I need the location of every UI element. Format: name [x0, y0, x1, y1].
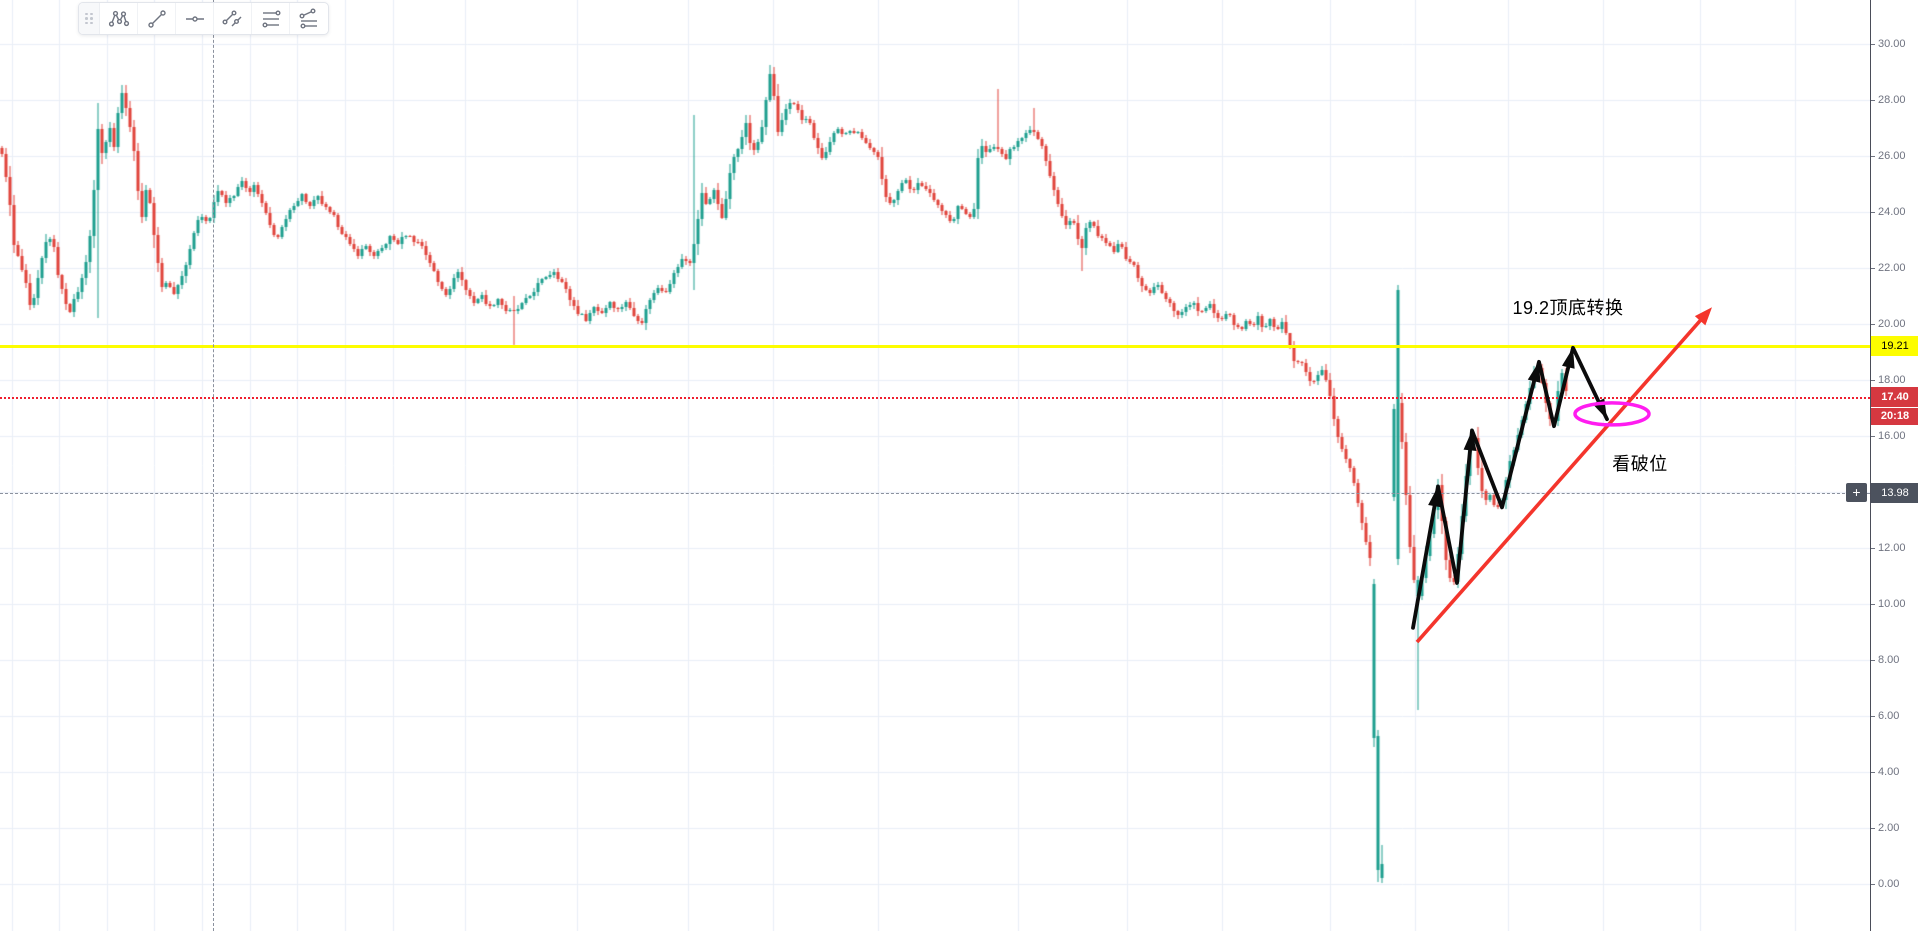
xabcd-pattern-icon[interactable] [100, 3, 138, 34]
annotation-watch-breakdown[interactable]: 看破位 [1612, 453, 1668, 474]
price-chart-canvas[interactable] [0, 0, 1870, 931]
zigzag-arrow-head[interactable] [1527, 361, 1541, 383]
price-tick-label: 18.00 [1871, 372, 1906, 388]
zigzag-annotation[interactable] [1411, 345, 1609, 630]
price-tick-label: 12.00 [1871, 540, 1906, 556]
price-tick-label: 16.00 [1871, 428, 1906, 444]
zigzag-arrow-head[interactable] [1561, 347, 1575, 369]
price-tick-label: 24.00 [1871, 204, 1906, 220]
trend-arrow-head[interactable] [1694, 307, 1712, 326]
trend-line-icon[interactable] [138, 3, 176, 34]
fib-retracement-icon[interactable] [252, 3, 290, 34]
price-tick-label: 28.00 [1871, 92, 1906, 108]
add-alert-plus-button[interactable]: + [1846, 482, 1867, 502]
toolbar-drag-handle-icon[interactable] [79, 3, 100, 34]
price-tick-label: 20.00 [1871, 316, 1906, 332]
drawing-toolbar[interactable] [78, 2, 329, 35]
yellow-line-price-label: 19.21 [1871, 336, 1918, 357]
price-tick-label: 30.00 [1871, 36, 1906, 52]
parallel-channel-icon[interactable] [214, 3, 252, 34]
zigzag-arrow-head[interactable] [1428, 486, 1441, 508]
price-tick-label: 4.00 [1871, 764, 1899, 780]
drawing-overlay[interactable] [0, 0, 1870, 931]
price-tick-label: 0.00 [1871, 876, 1899, 892]
trend-arrow-line[interactable] [1415, 313, 1707, 644]
fib-channel-icon[interactable] [290, 3, 328, 34]
crosshair-vertical-line [213, 0, 214, 931]
price-tick-label: 2.00 [1871, 820, 1899, 836]
current-price-label: 17.40 [1871, 386, 1918, 407]
price-tick-label: 22.00 [1871, 260, 1906, 276]
price-tick-label: 26.00 [1871, 148, 1906, 164]
zigzag-arrow-head[interactable] [1463, 430, 1477, 451]
horizontal-line-icon[interactable] [176, 3, 214, 34]
crosshair-price-label: 13.98 [1871, 482, 1918, 503]
price-tick-label: 8.00 [1871, 652, 1899, 668]
highlight-ellipse[interactable] [1573, 401, 1651, 427]
annotation-top-bottom-conversion[interactable]: 19.2顶底转换 [1512, 298, 1624, 319]
bar-countdown-label: 20:18 [1871, 407, 1918, 425]
price-axis[interactable]: 0.002.004.006.008.0010.0012.0014.0016.00… [1870, 0, 1918, 931]
price-tick-label: 10.00 [1871, 596, 1906, 612]
chart-area[interactable]: 19.2顶底转换 看破位 [0, 0, 1870, 931]
plus-icon: + [1852, 484, 1861, 501]
price-tick-label: 6.00 [1871, 708, 1899, 724]
